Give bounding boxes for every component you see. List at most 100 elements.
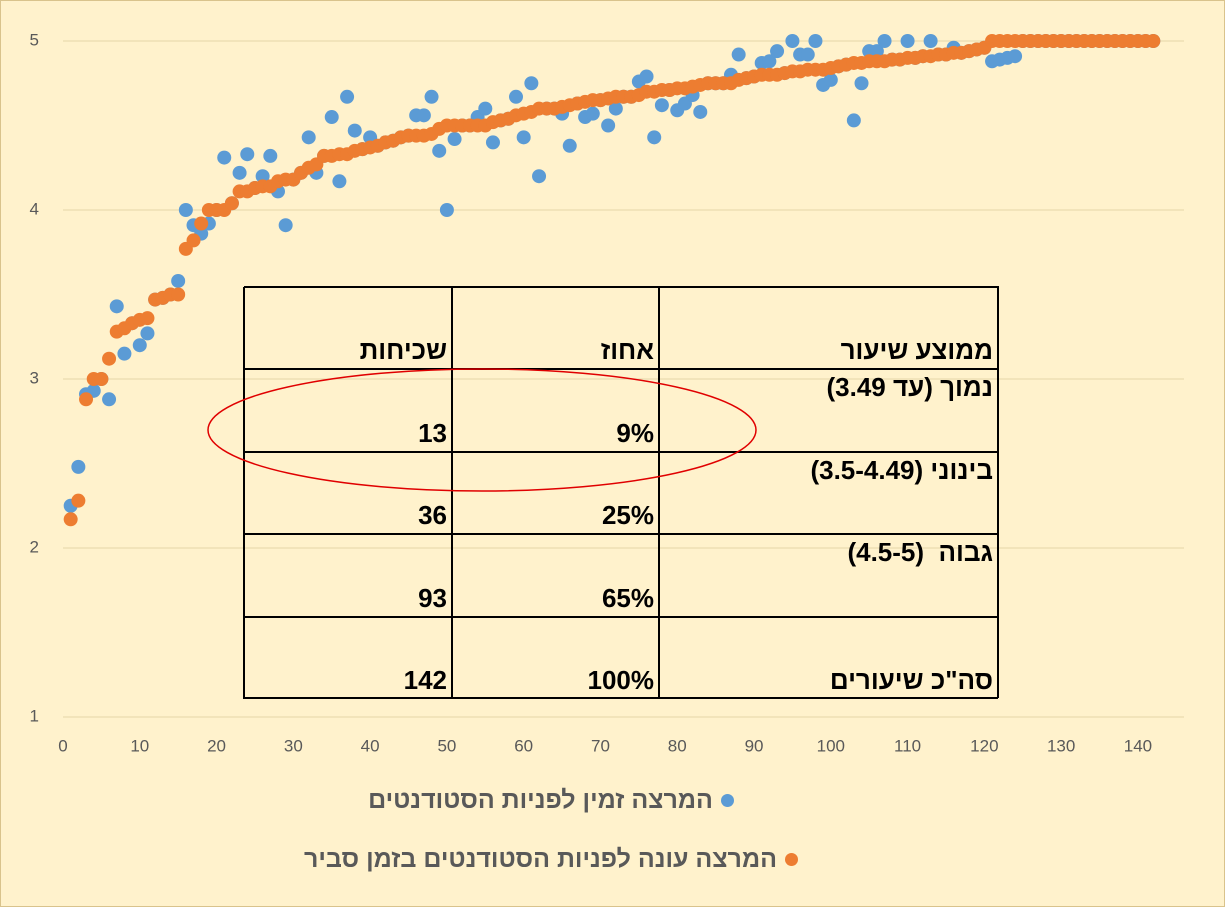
point xyxy=(240,147,255,162)
point xyxy=(900,34,915,48)
table-cell: 9% xyxy=(452,369,659,452)
point xyxy=(186,233,201,248)
legend-label: המרצה זמין לפניות הסטודנטים xyxy=(368,786,713,814)
point xyxy=(693,104,708,119)
point xyxy=(255,169,270,184)
x-tick-label: 30 xyxy=(284,736,303,755)
point xyxy=(478,101,493,116)
point xyxy=(509,89,524,104)
point xyxy=(447,132,462,147)
x-tick-label: 10 xyxy=(130,736,149,755)
point xyxy=(347,123,362,138)
table-cell: 36 xyxy=(243,451,452,535)
point xyxy=(762,54,777,69)
point xyxy=(332,174,347,189)
point xyxy=(770,44,785,59)
point xyxy=(94,372,109,386)
x-tick-label: 80 xyxy=(668,736,687,755)
point xyxy=(232,165,247,180)
x-tick-label: 40 xyxy=(361,736,380,755)
x-tick-label: 140 xyxy=(1124,736,1152,755)
table-cell: 100% xyxy=(452,616,659,699)
point xyxy=(140,326,155,341)
point xyxy=(71,493,86,508)
point xyxy=(532,169,547,184)
point xyxy=(869,44,884,59)
point xyxy=(71,459,86,474)
table-cell: שכיחות xyxy=(243,287,452,370)
point xyxy=(79,392,94,407)
point xyxy=(923,34,938,48)
legend-label: המרצה עונה לפניות הסטודנטים בזמן סביר xyxy=(303,845,778,873)
table-cell: 142 xyxy=(243,616,452,699)
x-tick-label: 50 xyxy=(437,736,456,755)
table-cell: ממוצע שיעור xyxy=(659,287,998,370)
point xyxy=(301,130,316,145)
table-cell: 13 xyxy=(243,369,452,452)
legend-entry: המרצה זמין לפניות הסטודנטים xyxy=(368,786,734,815)
point xyxy=(194,216,209,231)
point xyxy=(263,148,278,163)
point xyxy=(785,34,800,48)
point xyxy=(585,106,600,121)
point xyxy=(639,69,654,84)
legend-entry: המרצה עונה לפניות הסטודנטים בזמן סביר xyxy=(303,845,799,874)
table-cell: גבוה (4.5-5) xyxy=(659,534,998,617)
point xyxy=(132,338,147,353)
point xyxy=(109,299,124,314)
point xyxy=(485,135,500,150)
table-cell: בינוני (3.5-4.49) xyxy=(659,451,998,535)
point xyxy=(102,351,117,366)
point xyxy=(846,113,861,128)
point xyxy=(171,287,186,302)
table-cell: אחוז xyxy=(452,287,659,370)
point xyxy=(608,101,623,116)
table-cell: 25% xyxy=(452,451,659,535)
point xyxy=(731,47,746,62)
x-tick-label: 60 xyxy=(514,736,533,755)
point xyxy=(278,218,293,233)
x-tick-label: 70 xyxy=(591,736,610,755)
point xyxy=(340,89,355,104)
point xyxy=(102,392,117,407)
point xyxy=(424,89,439,104)
point xyxy=(877,34,892,48)
point xyxy=(217,150,232,165)
table-cell: 93 xyxy=(243,534,452,617)
y-tick-label: 5 xyxy=(30,30,39,49)
point xyxy=(324,110,339,125)
x-tick-label: 110 xyxy=(894,736,921,755)
point xyxy=(117,346,132,361)
point xyxy=(800,47,815,62)
point xyxy=(416,108,431,123)
summary-table: ממוצע שיעור אחוז שכיחות נמוך (עד 3.49) 9% 13 ב… xyxy=(243,286,999,699)
table-cell: סה"כ שיעורים xyxy=(659,616,998,699)
table-cell: נמוך (עד 3.49) xyxy=(659,369,998,452)
point xyxy=(524,76,539,91)
y-tick-label: 4 xyxy=(30,199,39,218)
y-tick-label: 2 xyxy=(30,537,39,556)
point xyxy=(854,76,869,91)
point xyxy=(178,203,193,217)
point xyxy=(63,512,78,527)
point xyxy=(1008,49,1023,64)
legend: המרצה זמין לפניות הסטודנטים המרצה עונה לפ… xyxy=(1,786,1101,874)
point xyxy=(439,203,454,217)
y-tick-label: 3 xyxy=(30,368,39,387)
x-tick-label: 130 xyxy=(1047,736,1075,755)
x-tick-label: 90 xyxy=(745,736,764,755)
point xyxy=(516,130,531,145)
legend-marker xyxy=(720,794,734,807)
point xyxy=(1146,34,1161,48)
point xyxy=(601,118,616,133)
point xyxy=(647,130,662,145)
point xyxy=(432,143,447,158)
table-cell: 65% xyxy=(452,534,659,617)
point xyxy=(562,138,577,153)
x-tick-label: 0 xyxy=(58,736,67,755)
x-tick-label: 100 xyxy=(817,736,845,755)
point xyxy=(654,98,669,113)
legend-marker xyxy=(785,853,799,866)
